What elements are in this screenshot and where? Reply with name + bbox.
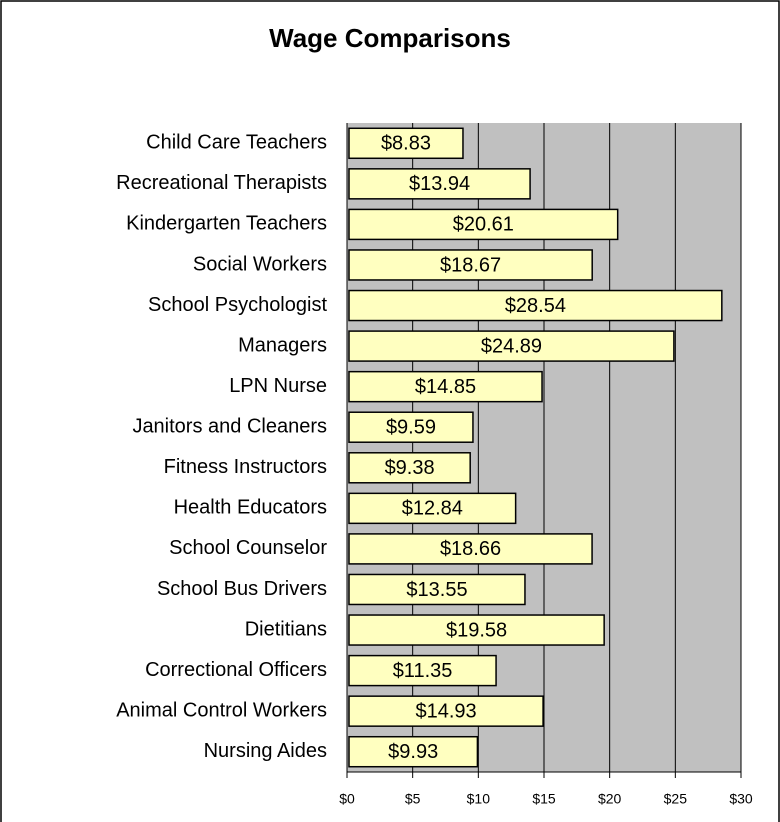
x-tick-label: $15 — [532, 791, 556, 807]
bar — [348, 654, 497, 687]
y-tick-label: Managers — [238, 334, 327, 356]
x-tick-label: $25 — [664, 791, 688, 807]
y-tick-label: LPN Nurse — [229, 375, 327, 397]
data-label: $14.85 — [415, 376, 476, 398]
y-tick-label: Recreational Therapists — [116, 172, 327, 194]
y-tick-label: Fitness Instructors — [164, 456, 327, 478]
y-tick-label: Nursing Aides — [204, 740, 327, 762]
bar — [348, 492, 517, 525]
data-label: $18.67 — [440, 254, 501, 276]
bar — [348, 249, 593, 281]
data-label: $20.61 — [453, 214, 514, 236]
data-label: $9.93 — [388, 741, 438, 763]
y-tick-label: Child Care Teachers — [146, 132, 327, 154]
y-tick-label: Kindergarten Teachers — [126, 213, 327, 235]
bar — [348, 168, 531, 200]
data-label: $11.35 — [393, 660, 453, 682]
data-label: $14.93 — [415, 700, 476, 722]
x-tick-label: $10 — [467, 791, 491, 807]
data-label: $9.59 — [386, 417, 436, 439]
y-tick-label: Animal Control Workers — [116, 699, 327, 721]
bar — [348, 208, 619, 241]
bar — [348, 452, 471, 484]
bar — [348, 330, 675, 362]
y-tick-label: Janitors and Cleaners — [132, 416, 327, 438]
bar — [348, 695, 544, 727]
data-label: $13.55 — [406, 579, 467, 601]
y-tick-label: Social Workers — [193, 253, 327, 275]
y-tick-label: School Counselor — [169, 537, 327, 559]
data-label: $12.84 — [402, 498, 463, 520]
data-label: $8.83 — [381, 133, 431, 155]
data-label: $28.54 — [505, 295, 566, 317]
chart-title: Wage Comparisons — [269, 23, 511, 53]
data-label: $9.38 — [385, 457, 435, 479]
y-tick-label: School Bus Drivers — [157, 578, 327, 600]
x-tick-label: $5 — [405, 791, 421, 807]
bar — [348, 411, 474, 443]
bar — [348, 370, 543, 403]
bar — [348, 533, 593, 565]
data-label: $13.94 — [409, 173, 470, 195]
y-tick-label: Correctional Officers — [145, 659, 327, 681]
x-tick-label: $30 — [729, 791, 753, 807]
x-tick-label: $20 — [598, 791, 622, 807]
bar — [348, 289, 723, 322]
bar — [348, 614, 605, 646]
y-tick-label: School Psychologist — [148, 294, 327, 316]
bar — [348, 127, 464, 160]
bar — [348, 573, 526, 606]
bar — [348, 735, 479, 768]
data-label: $19.58 — [446, 619, 507, 641]
y-tick-label: Dietitians — [245, 618, 327, 640]
x-tick-label: $0 — [339, 791, 355, 807]
y-tick-label: Health Educators — [174, 497, 327, 519]
data-label: $18.66 — [440, 538, 501, 560]
data-label: $24.89 — [481, 335, 542, 357]
